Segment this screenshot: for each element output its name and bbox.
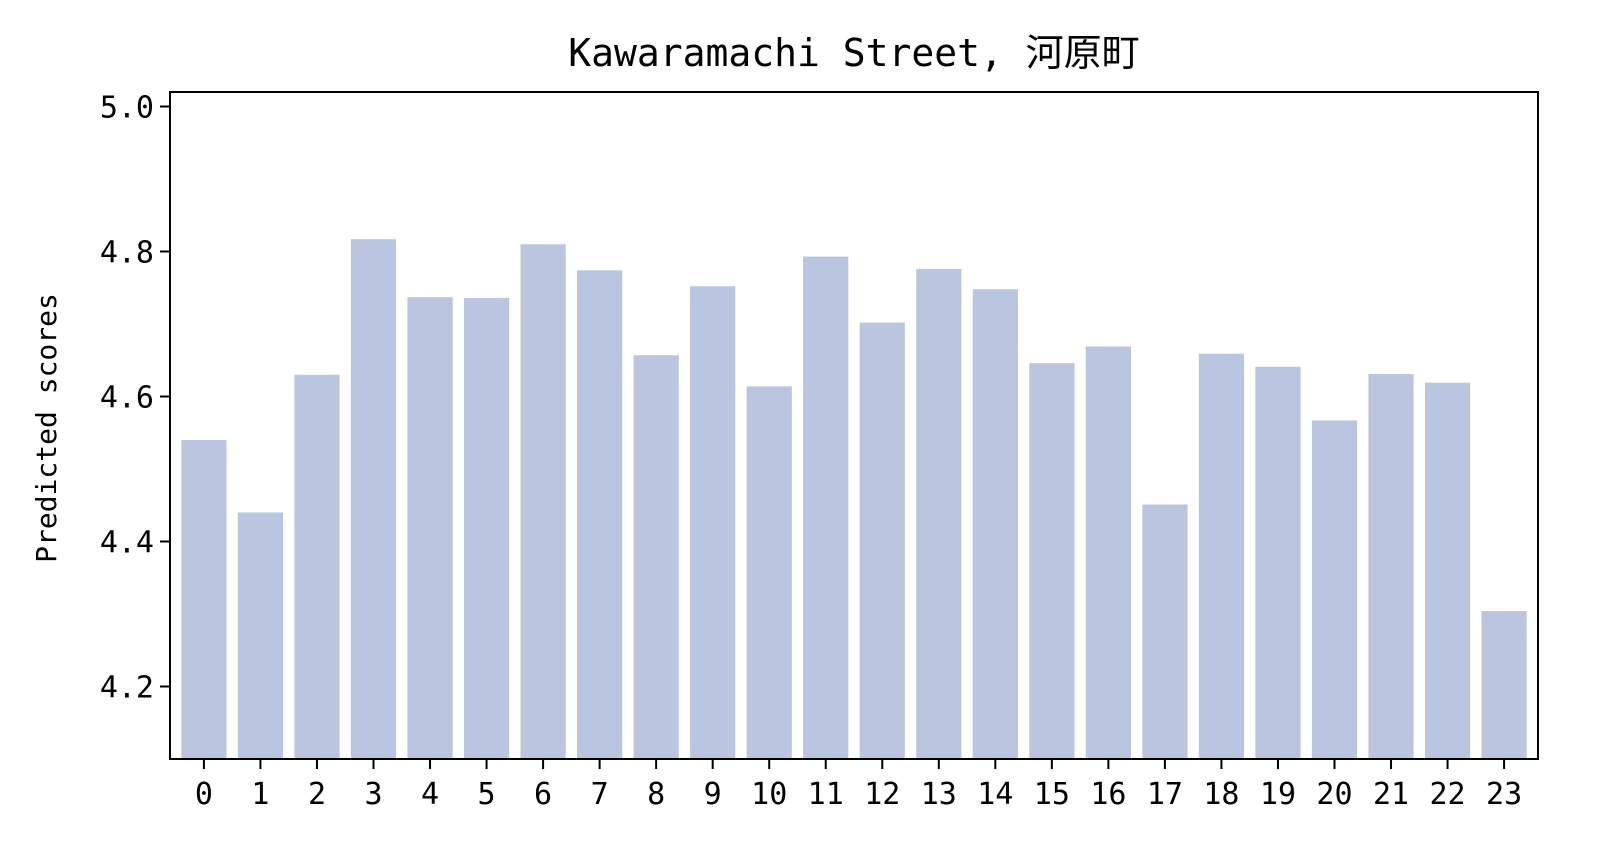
bar-14 (972, 289, 1018, 759)
x-tick-label: 22 (1429, 777, 1465, 812)
bar-16 (1085, 346, 1131, 759)
bar-22 (1424, 382, 1471, 759)
x-tick-label: 9 (704, 777, 722, 812)
y-tick-label: 4.6 (100, 381, 154, 416)
x-tick-label: 19 (1260, 777, 1296, 812)
bars-group (181, 239, 1527, 760)
bar-7 (577, 270, 623, 759)
bar-11 (803, 256, 849, 759)
y-tick-label: 4.2 (100, 671, 154, 706)
x-tick-label: 5 (478, 777, 496, 812)
bar-17 (1142, 504, 1188, 759)
bar-18 (1198, 353, 1245, 759)
plot-area-frame (169, 91, 1539, 760)
bar-8 (633, 355, 679, 759)
bar-2 (294, 374, 340, 759)
x-tick-label: 2 (308, 777, 326, 812)
bar-5 (463, 297, 510, 759)
y-axis-ticks: 4.2 4.4 4.6 4.8 5.0 (100, 91, 170, 706)
bar-10 (746, 386, 792, 759)
x-tick-label: 18 (1203, 777, 1239, 812)
bar-4 (407, 297, 453, 759)
x-tick-label: 7 (591, 777, 609, 812)
y-tick-label: 4.8 (100, 236, 154, 271)
x-tick-label: 8 (647, 777, 665, 812)
x-tick-label: 10 (751, 777, 787, 812)
x-tick-label: 15 (1034, 777, 1070, 812)
y-axis-label: Predicted scores (30, 293, 63, 563)
x-tick-label: 20 (1316, 777, 1352, 812)
x-tick-label: 12 (864, 777, 900, 812)
y-tick-label: 4.4 (100, 526, 154, 561)
chart-title: Kawaramachi Street, 河原町 (568, 31, 1140, 75)
x-tick-label: 1 (251, 777, 269, 812)
x-tick-label: 0 (195, 777, 213, 812)
bar-1 (237, 512, 284, 759)
bar-19 (1255, 366, 1301, 759)
x-tick-label: 14 (977, 777, 1013, 812)
x-tick-label: 3 (364, 777, 382, 812)
x-tick-label: 4 (421, 777, 439, 812)
bar-23 (1481, 611, 1527, 759)
x-axis-ticks: 0 1 2 3 4 5 6 7 8 9 10 11 12 13 14 15 16 17 18 19 20 21 22 23 (195, 759, 1522, 812)
x-tick-label: 21 (1373, 777, 1409, 812)
y-tick-label: 5.0 (100, 91, 154, 126)
x-tick-label: 6 (534, 777, 552, 812)
x-tick-label: 11 (808, 777, 844, 812)
x-tick-label: 17 (1147, 777, 1183, 812)
x-tick-label: 16 (1090, 777, 1126, 812)
bar-13 (916, 268, 962, 759)
bar-6 (520, 244, 566, 759)
x-tick-label: 23 (1486, 777, 1522, 812)
x-tick-label: 13 (921, 777, 957, 812)
bar-9 (690, 286, 736, 759)
bar-21 (1368, 374, 1414, 759)
bar-15 (1029, 363, 1075, 759)
bar-3 (350, 239, 397, 760)
bar-20 (1311, 420, 1358, 759)
bar-12 (859, 322, 905, 759)
bar-0 (181, 440, 227, 759)
